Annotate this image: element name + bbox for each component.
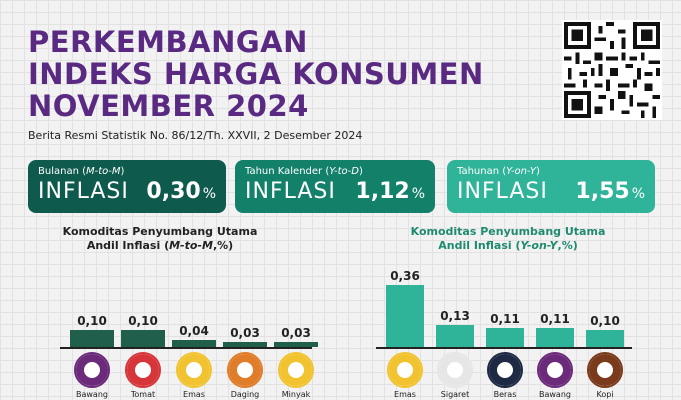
card-unit: % <box>411 186 425 202</box>
chart-value-label: 0,10 <box>128 313 158 328</box>
card-value: 1,55 <box>575 179 630 204</box>
category-label: Bawang <box>539 390 571 399</box>
page-title: PERKEMBANGAN INDEKS HARGA KONSUMEN NOVEM… <box>28 26 484 122</box>
chart-title-suffix: ,%) <box>212 239 234 252</box>
chart-bar <box>70 329 114 347</box>
chart-value-label: 0,04 <box>179 324 209 339</box>
card-word: INFLASI <box>245 179 336 204</box>
chart-axis <box>376 347 632 349</box>
category-label: Sigaret <box>440 390 470 399</box>
chart-title-em: M-to-M <box>169 239 213 252</box>
card-word: INFLASI <box>457 179 548 204</box>
qr-code-icon[interactable] <box>562 20 662 120</box>
chart-bar <box>486 328 524 347</box>
card-label-suffix: ) <box>120 166 125 177</box>
commodity-icon <box>125 352 161 388</box>
commodity-icon <box>537 352 573 388</box>
title-line-2: INDEKS HARGA KONSUMEN <box>28 57 484 91</box>
card-value: 1,12 <box>355 179 410 204</box>
chart-value-label: 0,10 <box>590 313 620 328</box>
commodity-icon <box>587 352 623 388</box>
chart-value-label: 0,11 <box>540 312 570 327</box>
category-label: Tomat <box>130 390 156 399</box>
chart-value-label: 0,11 <box>490 312 520 327</box>
title-line-3: NOVEMBER 2024 <box>28 89 309 123</box>
commodity-icon <box>387 352 423 388</box>
chart-value-label: 0,10 <box>77 313 107 328</box>
chart-bar <box>436 324 474 347</box>
category-label: Minyak <box>281 390 311 399</box>
card-label-em: M-to-M <box>86 166 121 177</box>
chart-title-suffix: ,%) <box>557 239 578 252</box>
card-label-suffix: ) <box>535 166 540 177</box>
chart-bar <box>172 340 216 347</box>
title-line-1: PERKEMBANGAN <box>28 25 308 59</box>
chart-bar <box>223 341 267 347</box>
category-label: Emas <box>394 390 416 399</box>
category-label: Kopi <box>596 390 614 399</box>
card-value: 0,30 <box>146 179 201 204</box>
card-label-prefix: Tahun Kalender ( <box>245 166 330 177</box>
card-unit: % <box>202 186 216 202</box>
inflation-card-yoy: Tahunan (Y-on-Y) INFLASI 1,55 % <box>447 160 655 213</box>
card-label-em: Y-on-Y <box>506 166 536 177</box>
chart-title-prefix: Andil Inflasi ( <box>86 239 170 252</box>
category-label: Beras <box>493 390 517 399</box>
chart-value-label: 0,03 <box>230 325 260 340</box>
card-label-em: Y-to-D <box>329 166 359 177</box>
chart-title-yoy: Komoditas Penyumbang Utama Andil Inflasi… <box>378 225 638 253</box>
chart-bar <box>586 329 624 347</box>
chart-axis <box>60 347 312 349</box>
chart-bar <box>536 328 574 347</box>
commodity-icon <box>227 352 263 388</box>
inflation-card-ytd: Tahun Kalender (Y-to-D) INFLASI 1,12 % <box>235 160 435 213</box>
commodity-icon <box>487 352 523 388</box>
commodity-icon <box>278 352 314 388</box>
chart-bar <box>121 329 165 347</box>
chart-title-line1: Komoditas Penyumbang Utama <box>62 225 258 238</box>
card-word: INFLASI <box>38 179 129 204</box>
card-label-suffix: ) <box>358 166 363 177</box>
category-label: Daging <box>230 390 260 399</box>
card-label-prefix: Bulanan ( <box>38 166 86 177</box>
commodity-icon <box>176 352 212 388</box>
chart-bar <box>386 285 424 347</box>
chart-value-label: 0,03 <box>281 325 311 340</box>
chart-title-prefix: Andil Inflasi ( <box>438 239 521 252</box>
chart-title-mtm: Komoditas Penyumbang Utama Andil Inflasi… <box>40 225 280 253</box>
chart-title-em: Y-on-Y <box>520 239 558 252</box>
card-label-prefix: Tahunan ( <box>457 166 507 177</box>
subtitle: Berita Resmi Statistik No. 86/12/Th. XXV… <box>28 129 363 142</box>
chart-title-line1: Komoditas Penyumbang Utama <box>410 225 606 238</box>
card-unit: % <box>631 186 645 202</box>
commodity-icon <box>74 352 110 388</box>
inflation-card-mtm: Bulanan (M-to-M) INFLASI 0,30 % <box>28 160 226 213</box>
commodity-icon <box>437 352 473 388</box>
category-label: Bawang <box>76 390 108 399</box>
chart-bar <box>274 341 318 347</box>
chart-value-label: 0,13 <box>440 308 470 323</box>
chart-value-label: 0,36 <box>390 269 420 283</box>
category-label: Emas <box>183 390 205 399</box>
